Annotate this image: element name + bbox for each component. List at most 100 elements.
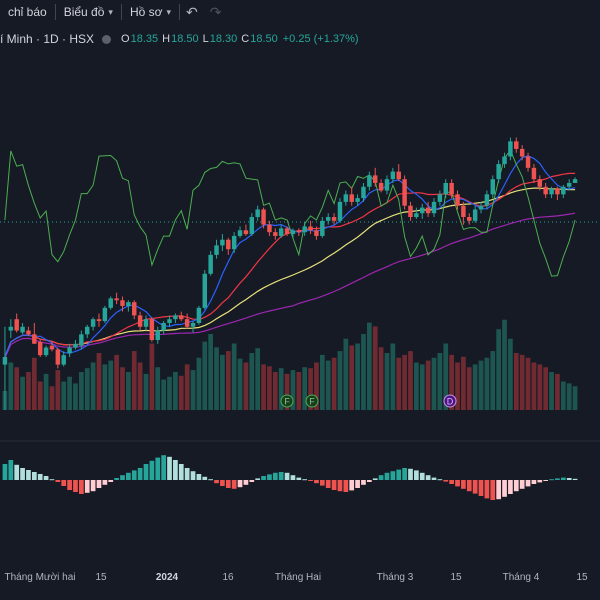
volume-bar (302, 367, 308, 410)
candle-body (302, 226, 307, 233)
candle-body (325, 217, 331, 221)
histogram-bar (90, 480, 96, 492)
candle (555, 186, 560, 200)
candle (108, 296, 113, 310)
candle-body (20, 326, 25, 333)
histogram-bar (331, 480, 337, 490)
candle-body (67, 347, 72, 354)
volume-bar (155, 367, 161, 410)
event-marker[interactable]: D (443, 394, 457, 408)
volume-bar (114, 354, 119, 410)
candle (49, 341, 55, 352)
market-status-icon (102, 34, 112, 44)
candle-body (196, 307, 202, 323)
candle (43, 345, 49, 358)
candle (161, 321, 166, 335)
undo-icon[interactable]: ↶ (186, 3, 198, 20)
volume-bar (126, 372, 131, 410)
candle (519, 145, 525, 161)
candle-body (273, 232, 278, 236)
candle (26, 326, 31, 337)
candle (531, 164, 537, 183)
volume-bar (143, 373, 149, 410)
candle-body (337, 201, 343, 221)
volume-bar (237, 358, 243, 410)
candle (249, 213, 255, 236)
candle (214, 239, 219, 259)
candle (267, 220, 272, 236)
candle-body (96, 319, 102, 322)
candle-body (184, 319, 190, 327)
volume-bar (543, 367, 549, 410)
histogram-bar (96, 480, 102, 488)
event-marker[interactable]: F (280, 394, 294, 408)
histogram-bar (184, 468, 190, 480)
candle (320, 217, 325, 238)
candle-body (531, 167, 537, 180)
ma-fast-line (4, 155, 576, 358)
low-value: 18.30 (209, 33, 238, 45)
candle (261, 207, 266, 229)
chart-menu-button[interactable]: Biểu đồ ▾ (56, 0, 121, 24)
candle-body (461, 205, 466, 218)
ohlc-legend: í Minh · 1D · HSX O 18.35 H 18.50 L 18.30 C… (0, 31, 359, 47)
candle-body (126, 302, 131, 306)
candle-body (508, 141, 513, 157)
volume-bar (220, 354, 225, 410)
histogram-bar (390, 471, 396, 480)
volume-bar (537, 364, 543, 410)
histogram-bar (519, 480, 525, 489)
candle (126, 300, 131, 312)
histogram-bar (149, 460, 155, 480)
volume-bar (343, 338, 349, 410)
candle-body (61, 355, 66, 365)
volume-bar (202, 341, 208, 410)
candle (561, 184, 566, 199)
candle (420, 203, 425, 219)
top-toolbar: chỉ báo Biểu đồ ▾ Hồ sơ ▾ ↶ ↷ (0, 0, 600, 24)
histogram-bar (384, 472, 390, 480)
histogram-bar (443, 480, 449, 482)
candle (566, 179, 572, 191)
volume-series (2, 319, 578, 410)
candle-body (231, 235, 237, 250)
event-marker-circle (280, 394, 294, 408)
x-tick-label: 16 (222, 572, 234, 583)
volume-bar (331, 357, 337, 410)
candle-body (490, 179, 496, 195)
histogram-bar (231, 480, 237, 489)
candle-body (137, 315, 143, 327)
histogram-bar (543, 480, 549, 481)
low-key: L (202, 33, 209, 45)
volume-bar (296, 372, 302, 410)
redo-icon[interactable]: ↷ (209, 3, 222, 20)
histogram-bar (243, 480, 249, 485)
symbol-title[interactable]: í Minh · 1D · HSX (0, 32, 95, 46)
histogram-bar (284, 472, 290, 480)
histogram-bar (408, 468, 413, 480)
candle-body (290, 230, 296, 235)
candle-body (425, 207, 431, 214)
candle-body (220, 239, 225, 246)
profile-menu-button[interactable]: Hồ sơ ▾ (122, 0, 179, 24)
candle-body (566, 182, 572, 187)
histogram-bar (419, 472, 425, 480)
histogram-bar (372, 478, 378, 480)
candle-body (408, 205, 413, 218)
candle-body (472, 209, 478, 221)
indicators-button[interactable]: chỉ báo (0, 0, 55, 24)
event-marker[interactable]: F (305, 394, 319, 408)
profile-menu-label: Hồ sơ (129, 5, 163, 19)
volume-bar (190, 370, 196, 410)
histogram-bar (143, 464, 149, 480)
candle (449, 179, 454, 199)
volume-bar (261, 364, 266, 410)
volume-bar (167, 376, 172, 410)
oscillator-line (4, 149, 576, 277)
candle (208, 251, 213, 276)
candle (184, 313, 190, 329)
histogram-bar (555, 478, 560, 480)
histogram-bar (525, 480, 531, 487)
candle-body (214, 245, 219, 255)
